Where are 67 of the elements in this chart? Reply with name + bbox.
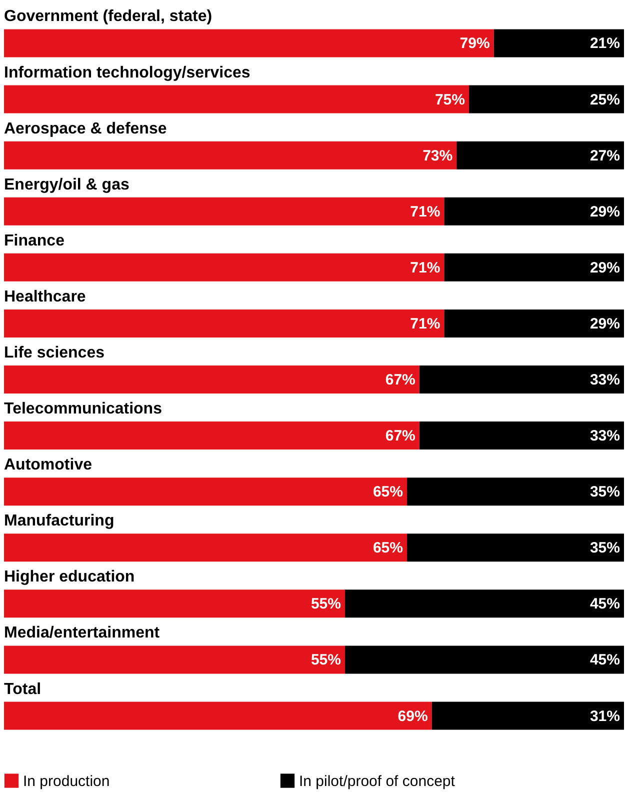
data-label: 73% bbox=[422, 147, 453, 164]
y-tick-label: Total bbox=[4, 680, 42, 698]
bar bbox=[4, 253, 444, 282]
data-label: 65% bbox=[372, 540, 403, 557]
data-label: 27% bbox=[590, 147, 620, 164]
y-tick-label: Government (federal, state) bbox=[4, 8, 212, 26]
bar bbox=[456, 141, 624, 170]
y-tick-label: Manufacturing bbox=[4, 512, 114, 530]
y-tick-label: Life sciences bbox=[4, 344, 105, 362]
y-tick-label: Automotive bbox=[4, 456, 92, 474]
data-label: 25% bbox=[590, 91, 620, 108]
data-label: 67% bbox=[385, 372, 416, 388]
bar bbox=[469, 85, 624, 114]
data-label: 31% bbox=[590, 708, 620, 725]
bar bbox=[4, 646, 345, 674]
bar bbox=[345, 646, 624, 674]
data-label: 35% bbox=[590, 540, 620, 557]
data-label: 45% bbox=[590, 652, 620, 669]
bar bbox=[444, 197, 624, 226]
data-label: 55% bbox=[310, 596, 341, 613]
bar bbox=[4, 422, 420, 450]
data-label: 65% bbox=[372, 484, 403, 501]
bar bbox=[4, 366, 420, 394]
bar bbox=[419, 366, 624, 394]
y-tick-label: Finance bbox=[4, 232, 65, 250]
y-tick-label: Aerospace & defense bbox=[4, 120, 167, 138]
data-label: 79% bbox=[460, 35, 490, 52]
y-tick-label: Information technology/services bbox=[4, 64, 250, 82]
y-tick-label: Media/entertainment bbox=[4, 624, 160, 642]
data-label: 29% bbox=[590, 315, 620, 332]
bar bbox=[4, 85, 469, 114]
bar bbox=[444, 253, 624, 282]
bar bbox=[494, 29, 624, 58]
bar bbox=[4, 478, 407, 506]
bar bbox=[4, 534, 407, 562]
bar bbox=[432, 702, 624, 730]
data-label: 29% bbox=[590, 203, 620, 220]
bar bbox=[444, 309, 624, 338]
y-tick-label: Higher education bbox=[4, 568, 135, 586]
data-label: 33% bbox=[590, 428, 620, 445]
data-label: 55% bbox=[310, 652, 341, 669]
data-label: 71% bbox=[410, 203, 440, 220]
data-label: 29% bbox=[590, 259, 620, 276]
legend-label: In production bbox=[23, 772, 110, 790]
bar bbox=[4, 590, 345, 618]
legend-label: In pilot/proof of concept bbox=[299, 772, 456, 790]
data-label: 71% bbox=[410, 259, 440, 276]
bar bbox=[407, 534, 624, 562]
data-label: 71% bbox=[410, 315, 440, 332]
bar bbox=[4, 197, 444, 226]
data-label: 45% bbox=[590, 596, 620, 613]
bar bbox=[4, 141, 457, 170]
bar bbox=[4, 29, 494, 58]
data-label: 33% bbox=[590, 372, 620, 388]
data-label: 67% bbox=[385, 428, 416, 445]
data-label: 35% bbox=[590, 484, 620, 501]
data-label: 21% bbox=[590, 35, 620, 52]
y-tick-label: Healthcare bbox=[4, 288, 86, 306]
bar bbox=[4, 702, 432, 730]
bar bbox=[407, 478, 624, 506]
data-label: 69% bbox=[398, 708, 428, 725]
data-label: 75% bbox=[434, 91, 465, 108]
y-tick-label: Energy/oil & gas bbox=[4, 176, 130, 194]
bar bbox=[419, 422, 624, 450]
bar bbox=[4, 309, 444, 338]
y-tick-label: Telecommunications bbox=[4, 400, 162, 418]
bar bbox=[345, 590, 624, 618]
